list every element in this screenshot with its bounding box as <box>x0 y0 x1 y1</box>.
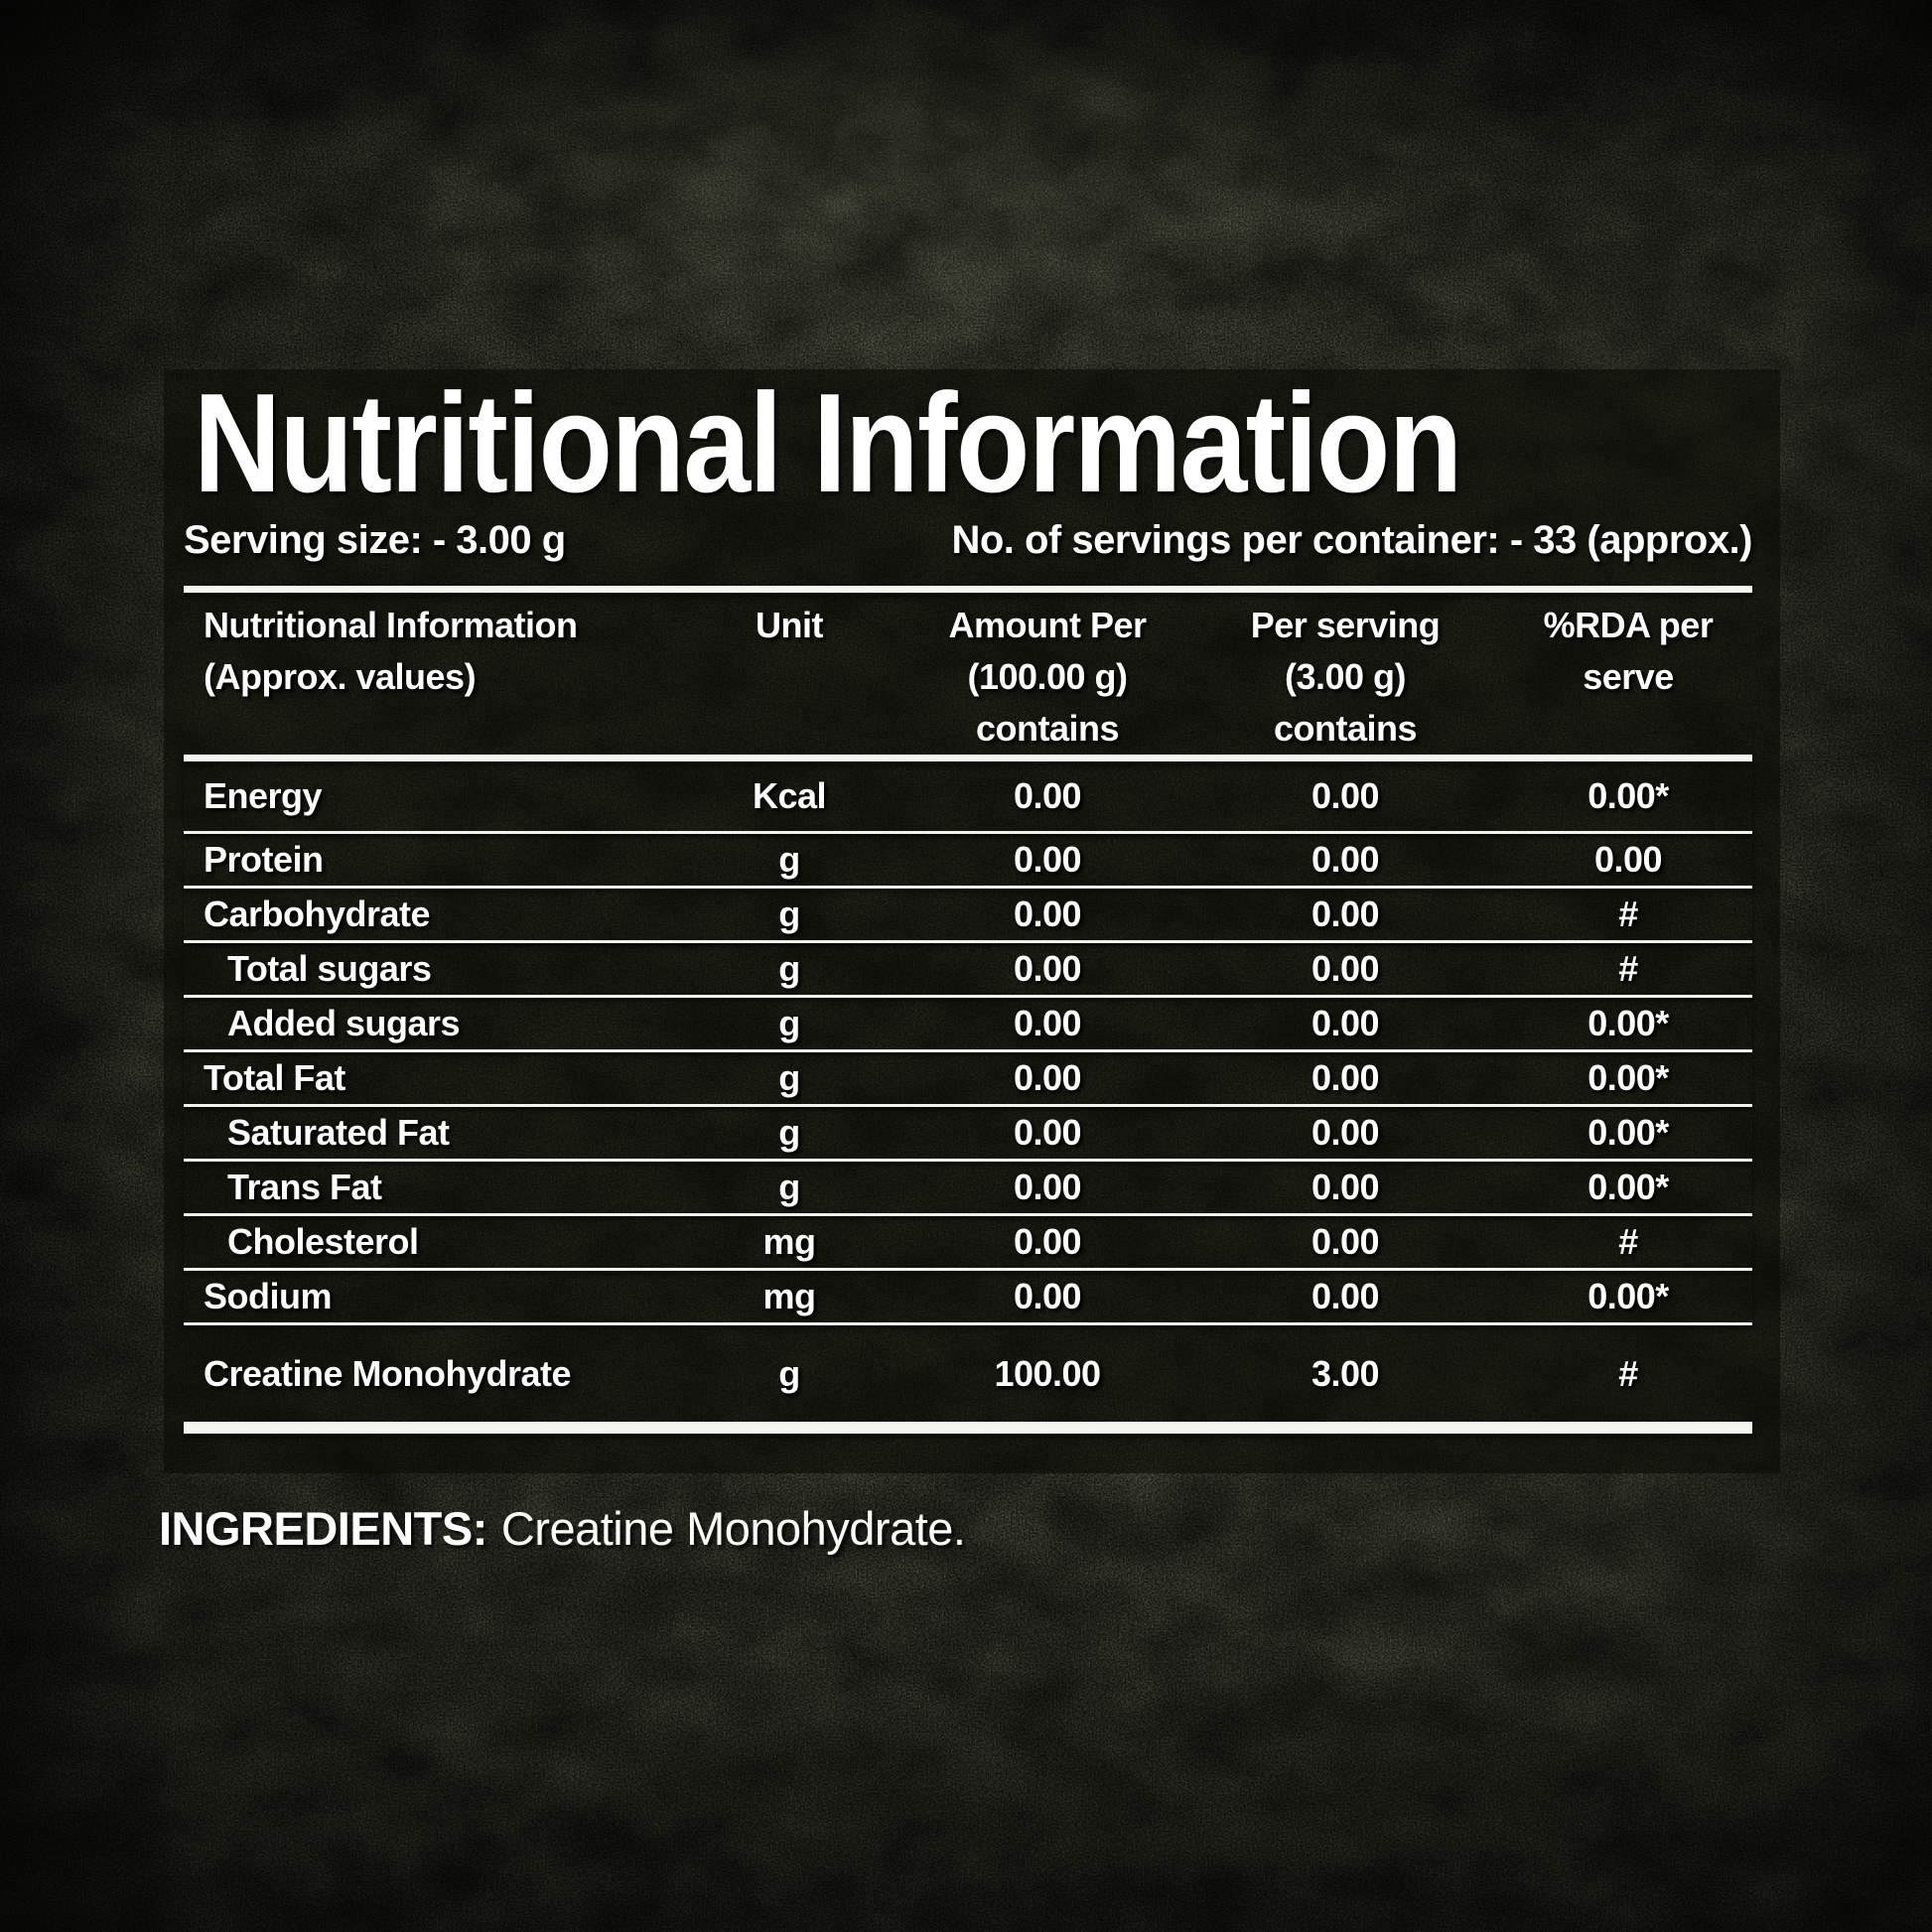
cell-rda: 0.00* <box>1587 775 1669 816</box>
cell-name: Protein <box>204 839 324 880</box>
cell-unit: Kcal <box>752 775 827 816</box>
column-header-per100: Amount Per (100.00 g) contains <box>948 605 1147 749</box>
cell-per100: 0.00 <box>1013 1003 1082 1043</box>
cell-unit: g <box>778 1112 800 1153</box>
page-title: Nutritional Information <box>194 364 1462 522</box>
cell-unit: g <box>778 839 800 880</box>
table-row: Added sugars g 0.00 0.00 0.00* <box>184 998 1752 1052</box>
table-row: Energy Kcal 0.00 0.00 0.00* <box>184 761 1752 834</box>
table-header-rule <box>184 755 1752 761</box>
column-header-name: Nutritional Information (Approx. values) <box>204 605 578 697</box>
servings-per-container-text: No. of servings per container: - 33 (app… <box>951 518 1752 562</box>
serving-size-text: Serving size: - 3.00 g <box>184 518 566 562</box>
cell-unit: g <box>778 1167 800 1207</box>
cell-per100: 100.00 <box>994 1352 1101 1394</box>
cell-serving: 0.00 <box>1311 1221 1380 1262</box>
table-top-rule <box>184 586 1752 593</box>
serving-info-row: Serving size: - 3.00 g No. of servings p… <box>184 518 1752 563</box>
cell-unit: g <box>778 1057 800 1098</box>
table-row: Sodium mg 0.00 0.00 0.00* <box>184 1271 1752 1325</box>
cell-serving: 0.00 <box>1311 1167 1380 1207</box>
cell-rda: 0.00* <box>1587 1167 1669 1207</box>
cell-rda: # <box>1618 948 1638 989</box>
column-header-rda: %RDA per serve <box>1543 605 1714 697</box>
cell-rda: # <box>1618 1352 1638 1394</box>
cell-serving: 0.00 <box>1311 1003 1380 1043</box>
table-row: Total sugars g 0.00 0.00 # <box>184 943 1752 998</box>
cell-per100: 0.00 <box>1013 839 1082 880</box>
cell-rda: # <box>1618 1221 1638 1262</box>
cell-serving: 0.00 <box>1311 948 1380 989</box>
cell-unit: g <box>778 894 800 934</box>
table-row: Cholesterol mg 0.00 0.00 # <box>184 1216 1752 1271</box>
cell-name: Added sugars <box>227 1003 461 1043</box>
table-row: Carbohydrate g 0.00 0.00 # <box>184 889 1752 943</box>
nutrition-label-panel: Nutritional Information Serving size: - … <box>164 369 1780 1473</box>
ingredients-line: INGREDIENTS: Creatine Monohydrate. <box>159 1501 966 1556</box>
cell-name: Saturated Fat <box>227 1112 450 1153</box>
cell-name: Sodium <box>204 1276 333 1316</box>
cell-serving: 0.00 <box>1311 775 1380 816</box>
cell-name: Carbohydrate <box>204 894 431 934</box>
table-header-row: Nutritional Information (Approx. values)… <box>184 600 1752 755</box>
table-bottom-rule <box>184 1422 1752 1434</box>
cell-per100: 0.00 <box>1013 1057 1082 1098</box>
cell-per100: 0.00 <box>1013 1167 1082 1207</box>
cell-per100: 0.00 <box>1013 775 1082 816</box>
column-header-serving: Per serving (3.00 g) contains <box>1250 605 1441 749</box>
cell-unit: g <box>778 1352 800 1394</box>
ingredients-value: Creatine Monohydrate. <box>500 1502 966 1555</box>
table-body: Energy Kcal 0.00 0.00 0.00* Protein g 0.00 0.00 0… <box>184 761 1752 1422</box>
cell-name: Creatine Monohydrate <box>204 1352 572 1394</box>
column-header-unit: Unit <box>756 605 823 645</box>
table-row: Protein g 0.00 0.00 0.00 <box>184 834 1752 889</box>
cell-serving: 0.00 <box>1311 894 1380 934</box>
cell-per100: 0.00 <box>1013 1112 1082 1153</box>
cell-rda: 0.00 <box>1593 839 1663 880</box>
cell-name: Trans Fat <box>227 1167 382 1207</box>
table-row: Trans Fat g 0.00 0.00 0.00* <box>184 1162 1752 1216</box>
cell-serving: 0.00 <box>1311 839 1380 880</box>
cell-per100: 0.00 <box>1013 894 1082 934</box>
table-row: Creatine Monohydrate g 100.00 3.00 # <box>184 1325 1752 1422</box>
cell-name: Total Fat <box>204 1057 345 1098</box>
cell-unit: mg <box>762 1276 817 1316</box>
cell-name: Energy <box>204 775 323 816</box>
table-row: Total Fat g 0.00 0.00 0.00* <box>184 1052 1752 1107</box>
cell-name: Total sugars <box>227 948 432 989</box>
cell-serving: 0.00 <box>1311 1276 1380 1316</box>
ingredients-label: INGREDIENTS: <box>159 1502 487 1555</box>
cell-rda: 0.00* <box>1587 1003 1669 1043</box>
cell-per100: 0.00 <box>1013 1221 1082 1262</box>
table-row: Saturated Fat g 0.00 0.00 0.00* <box>184 1107 1752 1162</box>
cell-unit: g <box>778 1003 800 1043</box>
cell-rda: 0.00* <box>1587 1276 1669 1316</box>
cell-serving: 3.00 <box>1311 1352 1380 1394</box>
cell-serving: 0.00 <box>1311 1112 1380 1153</box>
cell-serving: 0.00 <box>1311 1057 1380 1098</box>
cell-unit: g <box>778 948 800 989</box>
cell-unit: mg <box>762 1221 817 1262</box>
cell-name: Cholesterol <box>227 1221 419 1262</box>
cell-rda: # <box>1618 894 1638 934</box>
cell-rda: 0.00* <box>1587 1112 1669 1153</box>
cell-rda: 0.00* <box>1587 1057 1669 1098</box>
cell-per100: 0.00 <box>1013 948 1082 989</box>
cell-per100: 0.00 <box>1013 1276 1082 1316</box>
